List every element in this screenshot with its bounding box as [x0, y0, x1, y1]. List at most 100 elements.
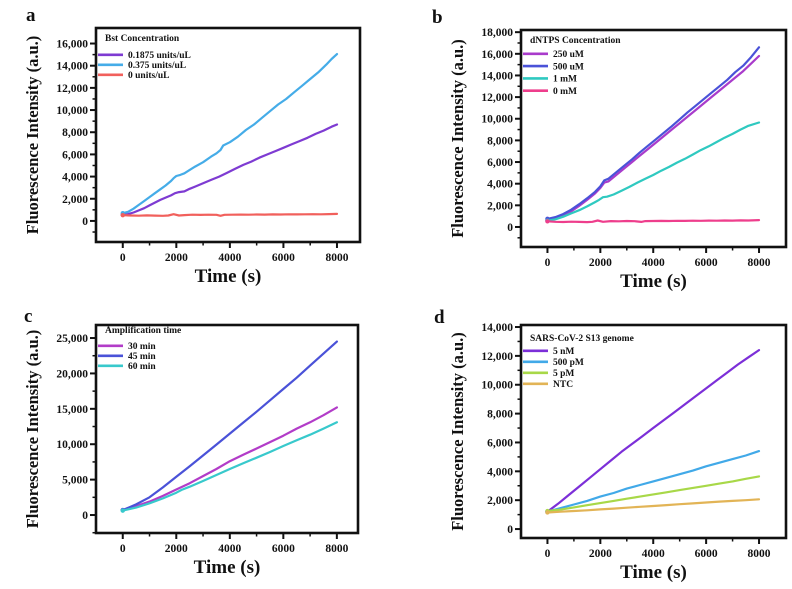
- y-tick-label: 2,000: [487, 495, 513, 507]
- y-tick-label: 4,000: [487, 179, 513, 191]
- x-tick-label: 6000: [272, 252, 295, 264]
- y-tick-label: 6,000: [487, 437, 513, 449]
- x-axis-label: Time (s): [195, 266, 262, 287]
- series-line: [546, 475, 761, 513]
- x-tick-label: 2000: [589, 257, 612, 269]
- y-tick-label: 2,000: [487, 200, 513, 212]
- plot-frame: [94, 323, 360, 535]
- x-tick-label: 2000: [165, 543, 188, 555]
- y-tick-label: 8,000: [487, 409, 513, 421]
- x-tick-label: 0: [120, 252, 126, 264]
- legend-item-label: 500 uM: [553, 62, 584, 72]
- x-axis: 0 2000 4000 6000 8000 Time (s): [545, 538, 771, 583]
- series-line: [121, 406, 338, 512]
- y-tick-label: 12,000: [481, 351, 513, 363]
- panel-b-chart: b 0 2000 4000 6000 8000 Time (s) 0 2,000 4,000 6,0…: [432, 7, 788, 292]
- panel-d-chart: d 0 2000 4000 6000 8000 Time (s) 0 2,000 4,000 6,0…: [434, 307, 788, 583]
- legend-item-label: 0.375 units/uL: [128, 61, 186, 71]
- series-lines: [545, 348, 761, 515]
- y-axis: 0 2,000 4,000 6,000 8,000 10,000 12,000 14,000 1…: [23, 36, 96, 235]
- panel-c-chart: c 0 2000 4000 6000 8000 Time (s) 0 5,000 10,000 15…: [23, 306, 360, 578]
- x-tick-label: 8000: [325, 252, 348, 264]
- x-tick-label: 0: [120, 543, 126, 555]
- y-tick-label: 10,000: [56, 105, 88, 117]
- y-tick-label: 0: [507, 222, 513, 234]
- legend-item-label: 0 mM: [553, 87, 577, 97]
- x-tick-label: 2000: [165, 252, 188, 264]
- y-tick-label: 0: [82, 510, 88, 522]
- series-line: [546, 219, 761, 224]
- x-tick-label: 6000: [272, 543, 295, 555]
- x-tick-label: 4000: [218, 252, 241, 264]
- series-start-marker: [120, 212, 125, 218]
- y-tick-label: 15,000: [56, 404, 88, 416]
- series-line: [546, 498, 761, 514]
- y-tick-label: 14,000: [481, 322, 513, 334]
- legend-title: Bst Concentration: [105, 34, 180, 44]
- panel-d: d 0 2000 4000 6000 8000 Time (s) 0 2,000 4,000 6,0…: [396, 295, 792, 589]
- legend-item-label: 60 min: [128, 362, 156, 372]
- series-line: [121, 123, 339, 216]
- legend-item-label: 0.1875 units/uL: [128, 51, 191, 61]
- y-tick-label: 2,000: [62, 194, 88, 206]
- x-tick-label: 2000: [589, 548, 612, 560]
- panel-a: a 0 2000 4000 6000 8000 Time (s) 0 2,000 4,000 6,0…: [0, 0, 396, 295]
- y-tick-label: 6,000: [62, 149, 88, 161]
- y-tick-label: 25,000: [56, 333, 88, 345]
- panel-a-chart: a 0 2000 4000 6000 8000 Time (s) 0 2,000 4,000 6,0…: [23, 5, 362, 287]
- x-tick-label: 8000: [325, 543, 348, 555]
- y-tick-label: 16,000: [56, 39, 88, 51]
- x-axis: 0 2000 4000 6000 8000 Time (s): [120, 242, 349, 287]
- legend-item-label: 30 min: [128, 342, 156, 352]
- legend-item-label: 5 pM: [553, 369, 574, 379]
- series-line: [546, 54, 761, 222]
- series-line: [121, 212, 339, 217]
- series-line: [121, 52, 339, 215]
- y-tick-label: 5,000: [62, 475, 88, 487]
- y-axis: 0 5,000 10,000 15,000 20,000 25,000 Fluorescen…: [23, 330, 96, 534]
- plot-frame: [519, 28, 788, 249]
- y-tick-label: 18,000: [481, 27, 513, 39]
- x-tick-label: 6000: [695, 257, 718, 269]
- x-axis-label: Time (s): [620, 271, 687, 292]
- y-axis-label: Fluorescence Intensity (a.u.): [448, 332, 467, 531]
- plot-frame: [519, 323, 788, 540]
- series-line: [546, 46, 761, 220]
- y-tick-label: 8,000: [62, 127, 88, 139]
- y-axis-label: Fluorescence Intensity (a.u.): [23, 36, 42, 235]
- x-axis-label: Time (s): [620, 562, 687, 583]
- legend-item-label: 45 min: [128, 352, 156, 362]
- y-tick-label: 12,000: [56, 83, 88, 95]
- legend: Bst Concentration 0.1875 units/uL0.375 un…: [98, 34, 191, 81]
- x-tick-label: 8000: [748, 548, 771, 560]
- y-tick-label: 0: [507, 524, 513, 536]
- series-start-marker: [545, 510, 550, 515]
- y-tick-label: 10,000: [481, 114, 513, 126]
- series-lines: [120, 340, 338, 513]
- x-tick-label: 4000: [218, 543, 241, 555]
- panel-letter: d: [434, 307, 445, 328]
- panel-c: c 0 2000 4000 6000 8000 Time (s) 0 5,000 10,000 15…: [0, 295, 396, 589]
- legend-item-label: 500 pM: [553, 358, 584, 368]
- series-line: [546, 450, 761, 513]
- y-tick-label: 8,000: [487, 135, 513, 147]
- series-start-marker: [545, 219, 550, 224]
- legend-title: SARS-CoV-2 S13 genome: [530, 334, 634, 344]
- y-tick-label: 4,000: [487, 466, 513, 478]
- x-tick-label: 4000: [642, 548, 665, 560]
- legend-item-label: NTC: [553, 380, 573, 390]
- panel-b: b 0 2000 4000 6000 8000 Time (s) 0 2,000 4,000 6,0…: [396, 0, 792, 295]
- y-tick-label: 14,000: [481, 70, 513, 82]
- series-line: [546, 348, 761, 513]
- y-axis: 0 2,000 4,000 6,000 8,000 10,000 12,000 14,000 F…: [448, 322, 521, 536]
- series-line: [546, 121, 761, 222]
- series-start-marker: [120, 508, 125, 513]
- x-tick-label: 4000: [642, 257, 665, 269]
- y-tick-label: 20,000: [56, 368, 88, 380]
- x-tick-label: 6000: [695, 548, 718, 560]
- y-tick-label: 10,000: [56, 439, 88, 451]
- panel-letter: b: [432, 7, 443, 28]
